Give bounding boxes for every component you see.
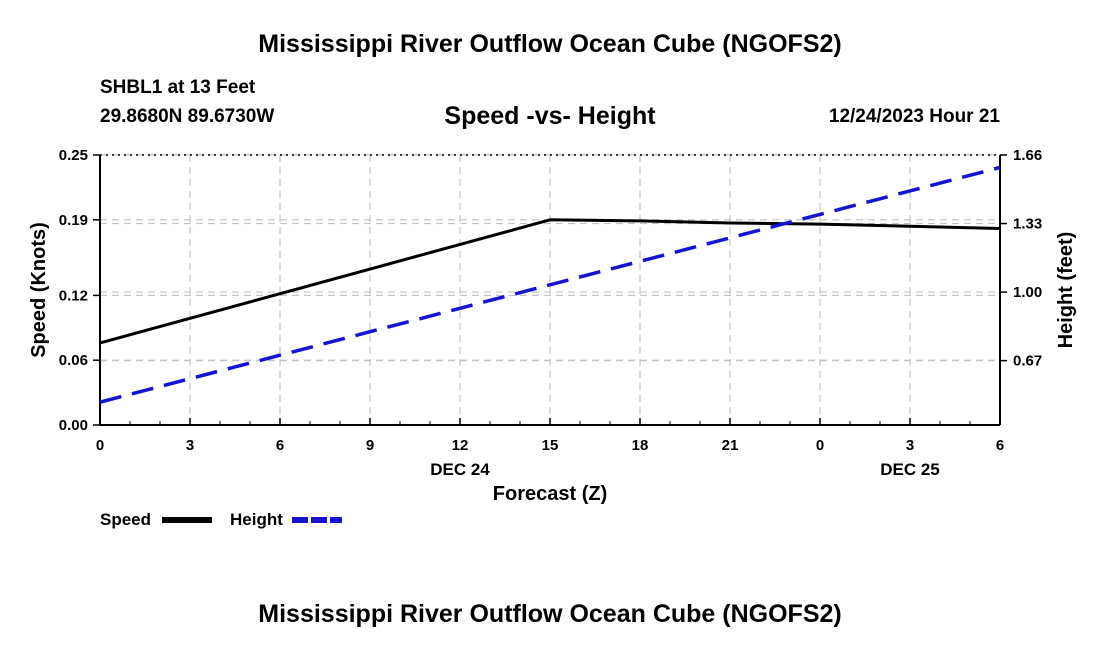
y-axis-title: Speed (Knots) — [28, 222, 50, 358]
bottom-title: Mississippi River Outflow Ocean Cube (NG… — [258, 600, 842, 628]
x-tick-label: 3 — [186, 437, 194, 454]
y2-axis-title: Height (feet) — [1055, 232, 1077, 349]
x-tick-label: 6 — [276, 437, 284, 454]
y-tick-label: 0.25 — [59, 147, 88, 164]
station-label: SHBL1 at 13 Feet — [100, 77, 256, 98]
x-tick-label: 18 — [632, 437, 649, 454]
x-tick-label: 15 — [542, 437, 559, 454]
y-tick-label: 0.00 — [59, 417, 88, 434]
x-tick-label: 3 — [906, 437, 914, 454]
x-axis-title: Forecast (Z) — [493, 483, 607, 505]
y-tick-label: 0.12 — [59, 287, 88, 304]
station-coordinates: 29.8680N 89.6730W — [100, 106, 275, 127]
x-tick-label: 0 — [816, 437, 824, 454]
x-tick-label: 12 — [452, 437, 469, 454]
legend-label-speed: Speed — [100, 510, 151, 529]
y2-tick-label: 1.00 — [1013, 284, 1042, 301]
y2-tick-label: 1.66 — [1013, 147, 1042, 164]
main-title: Mississippi River Outflow Ocean Cube (NG… — [258, 30, 842, 58]
legend-label-height: Height — [230, 510, 283, 529]
y2-tick-label: 1.33 — [1013, 216, 1042, 233]
chart-subtitle: Speed -vs- Height — [444, 102, 656, 130]
y-tick-label: 0.06 — [59, 352, 88, 369]
y2-tick-label: 0.67 — [1013, 353, 1042, 370]
y-tick-label: 0.19 — [59, 212, 88, 229]
date-label: DEC 24 — [430, 460, 490, 479]
height-series-line — [99, 165, 1001, 404]
x-tick-label: 0 — [96, 437, 104, 454]
x-tick-label: 6 — [996, 437, 1004, 454]
date-label: DEC 25 — [880, 460, 940, 479]
speed-series-line — [99, 218, 1001, 345]
x-tick-label: 21 — [722, 437, 739, 454]
x-tick-label: 9 — [366, 437, 374, 454]
speed-height-chart: 0 3 6 9 12 15 18 21 0 3 6 0.00 0.06 0.12 0.19 0.25 0.67 1… — [28, 147, 1077, 529]
forecast-datetime: 12/24/2023 Hour 21 — [828, 106, 1000, 127]
